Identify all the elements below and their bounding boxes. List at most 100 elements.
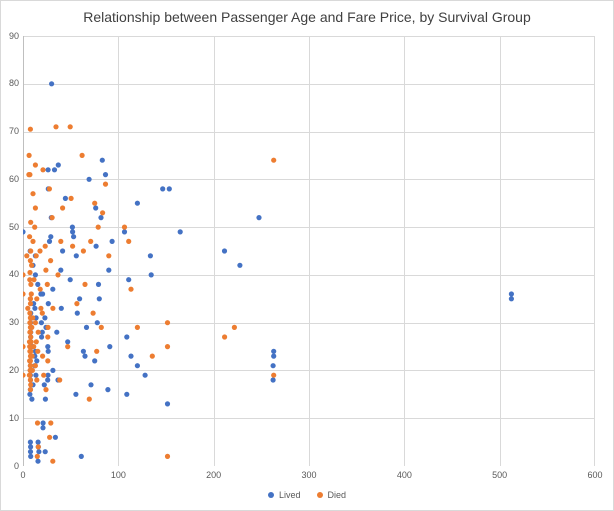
y-axis-tick-label: 70 — [8, 126, 19, 137]
data-point-died — [23, 344, 26, 350]
data-point-lived — [45, 344, 51, 350]
data-point-lived — [65, 339, 71, 345]
data-point-died — [32, 363, 38, 369]
data-point-died — [95, 224, 101, 230]
data-point-died — [34, 420, 41, 426]
data-point-died — [27, 126, 33, 132]
data-point-lived — [28, 444, 34, 450]
data-point-lived — [39, 334, 45, 340]
data-point-died — [28, 363, 34, 369]
data-point-died — [94, 348, 100, 354]
data-point-died — [44, 281, 50, 287]
data-point-lived — [256, 215, 262, 221]
data-point-lived — [35, 439, 41, 445]
data-point-died — [27, 269, 33, 276]
data-point-died — [57, 377, 63, 383]
data-point-died — [27, 172, 33, 178]
data-point-died — [48, 258, 54, 264]
data-point-lived — [98, 215, 104, 221]
data-point-lived — [92, 358, 98, 364]
data-point-lived — [102, 172, 109, 178]
data-point-died — [27, 277, 33, 283]
data-point-lived — [40, 291, 46, 297]
data-point-died — [90, 310, 96, 316]
data-point-died — [231, 324, 237, 330]
data-point-lived — [124, 334, 130, 340]
data-point-lived — [93, 205, 99, 211]
data-point-died — [28, 348, 34, 354]
data-point-died — [164, 344, 171, 350]
data-point-died — [27, 372, 33, 378]
data-point-died — [30, 315, 36, 321]
data-point-died — [33, 339, 39, 345]
data-point-died — [74, 301, 80, 307]
data-point-died — [55, 272, 61, 278]
data-point-lived — [93, 243, 99, 249]
data-point-lived — [78, 453, 84, 459]
data-point-died — [34, 377, 40, 383]
data-point-died — [70, 243, 76, 249]
data-point-lived — [69, 224, 75, 230]
data-point-lived — [58, 267, 64, 273]
data-point-lived — [508, 291, 514, 297]
data-point-lived — [96, 296, 102, 302]
data-point-lived — [33, 372, 39, 378]
data-point-died — [34, 296, 40, 302]
data-point-lived — [74, 310, 80, 316]
data-point-died — [106, 253, 112, 259]
data-point-died — [60, 205, 66, 211]
data-point-lived — [32, 305, 38, 311]
data-point-lived — [29, 396, 35, 402]
data-point-died — [27, 387, 34, 393]
data-point-died — [79, 152, 85, 158]
data-point-lived — [270, 363, 276, 369]
data-point-lived — [270, 377, 276, 383]
y-axis-tick-label: 10 — [8, 412, 19, 423]
data-point-died — [32, 162, 38, 168]
data-point-died — [39, 310, 45, 316]
data-point-died — [29, 367, 35, 373]
data-point-died — [31, 344, 37, 350]
x-axis-tick-label: 600 — [587, 470, 603, 480]
data-point-lived — [80, 348, 86, 354]
data-point-lived — [27, 391, 33, 397]
y-axis-tick-label: 90 — [8, 30, 19, 41]
data-point-lived — [71, 234, 77, 240]
legend-item-lived: Lived — [267, 490, 301, 500]
data-point-lived — [27, 439, 33, 445]
data-point-lived — [82, 353, 88, 359]
data-point-died — [222, 334, 228, 340]
data-point-lived — [39, 329, 45, 335]
data-point-died — [26, 152, 32, 158]
data-point-died — [27, 234, 33, 240]
data-point-lived — [50, 367, 56, 373]
data-point-lived — [45, 348, 51, 354]
x-axis-tick-label: 300 — [301, 470, 317, 480]
data-point-died — [134, 324, 140, 330]
data-point-lived — [88, 382, 94, 388]
data-point-died — [50, 305, 56, 311]
y-axis-tick-label: 40 — [8, 269, 19, 280]
data-point-lived — [23, 229, 26, 235]
lived-marker-icon — [267, 492, 274, 498]
data-point-died — [28, 339, 34, 345]
data-point-lived — [148, 272, 154, 278]
data-point-lived — [142, 372, 148, 378]
data-point-lived — [128, 353, 134, 359]
data-point-lived — [105, 387, 111, 393]
data-point-died — [80, 248, 86, 254]
data-point-died — [32, 320, 38, 326]
data-point-died — [31, 277, 37, 283]
data-point-lived — [58, 305, 64, 311]
data-point-died — [149, 353, 155, 359]
data-point-lived — [42, 396, 48, 402]
data-point-died — [23, 272, 26, 278]
x-axis-tick-label: 0 — [20, 470, 26, 480]
data-point-lived — [32, 272, 38, 278]
data-point-lived — [50, 286, 56, 292]
data-point-lived — [86, 176, 92, 182]
data-point-died — [33, 253, 39, 259]
data-point-died — [27, 358, 33, 364]
data-point-lived — [45, 301, 51, 307]
